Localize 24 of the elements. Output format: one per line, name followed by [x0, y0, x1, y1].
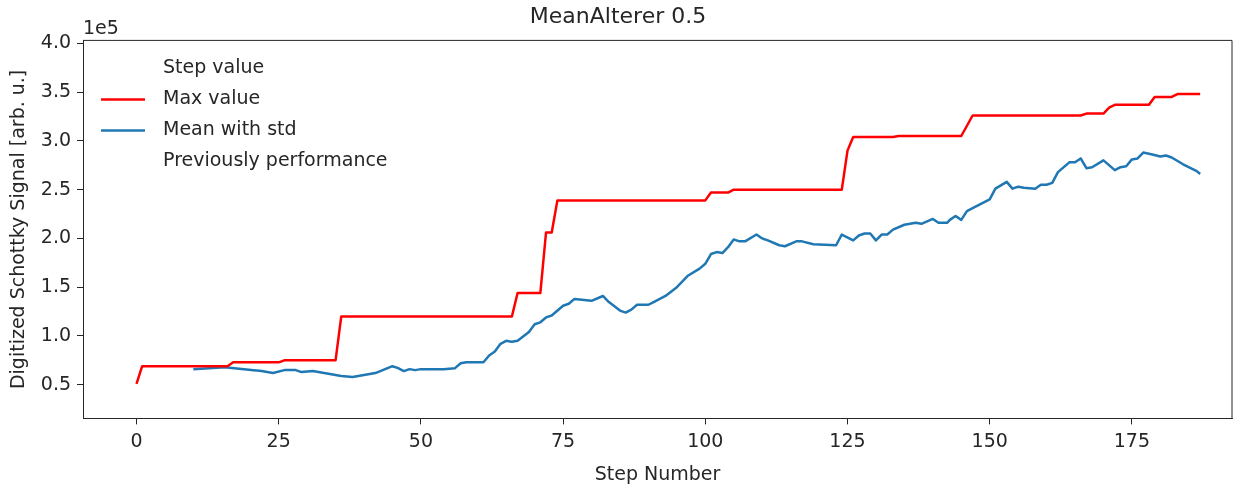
x-axis-title: Step Number [594, 461, 721, 484]
text: Step value [163, 55, 265, 78]
x-tick-label: 50 [408, 428, 433, 451]
y-tick-label: 3.5 [40, 79, 72, 102]
text: Previously performance [163, 148, 388, 171]
x-tick-label: 150 [971, 428, 1008, 451]
x-tick-label: 175 [1113, 428, 1151, 451]
x-tick-label: 25 [266, 428, 291, 451]
y-tick-label: 3.0 [40, 127, 72, 150]
y-tick-label: 0.5 [40, 371, 72, 394]
legend-label: Mean with std [163, 117, 297, 140]
y-tick-label: 1.5 [40, 274, 72, 297]
legend-label: Max value [163, 86, 261, 109]
text: 1e5 [83, 15, 119, 38]
x-tick-label: 100 [687, 428, 724, 451]
chart-title: MeanAlterer 0.5 [529, 2, 707, 28]
y-tick-label: 1.0 [40, 322, 72, 345]
y-axis-title: Digitized Schottky Signal [arb. u.] [6, 69, 29, 390]
y-tick-label: 4.0 [40, 30, 72, 53]
x-tick-label: 0 [130, 428, 143, 451]
x-tick-label: 75 [550, 428, 576, 451]
y-tick-label: 2.0 [40, 225, 72, 248]
y-tick-label: 2.5 [40, 176, 72, 199]
x-tick-label: 125 [829, 428, 866, 451]
